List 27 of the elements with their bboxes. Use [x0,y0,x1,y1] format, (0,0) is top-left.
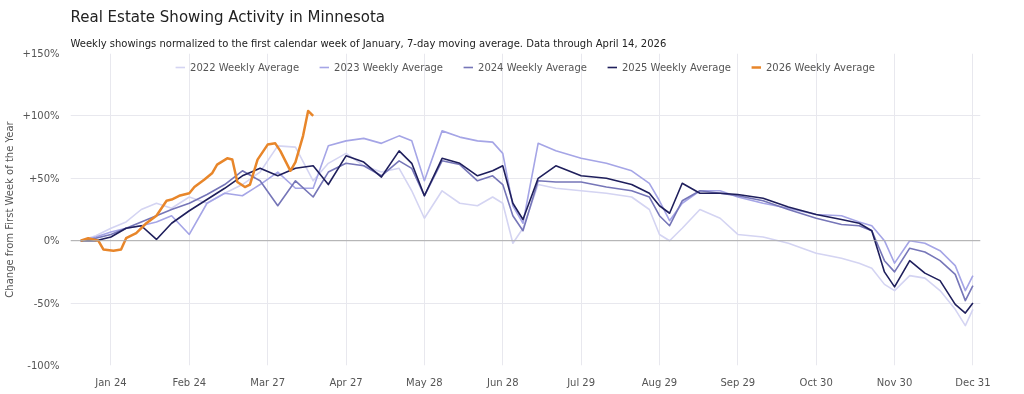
x-tick-label: Mar 27 [250,376,286,388]
x-tick-label: Apr 27 [329,376,363,388]
x-tick-label: Sep 29 [720,376,756,388]
line-series [79,109,315,252]
x-tick-label: May 28 [406,376,443,388]
x-tick-label: Jan 24 [94,376,127,388]
x-tick-label: Aug 29 [641,376,678,388]
chart-subtitle: Weekly showings normalized to the first calendar week of January, 7-day moving average. Data through April 14, 2026 [70,37,667,49]
y-tick-label: -50% [33,297,60,309]
x-tick-label: Nov 30 [876,376,913,388]
y-axis-title: Change from First Week of the Year [3,120,15,298]
legend-label: 2025 Weekly Average [621,61,731,73]
legend-label: 2023 Weekly Average [334,61,444,73]
y-tick-label: -100% [27,360,60,371]
x-tick-label: Oct 30 [799,376,833,388]
y-tick-label: 0% [43,235,60,247]
legend-label: 2022 Weekly Average [190,61,300,73]
y-tick-label: +50% [28,172,60,184]
y-tick-label: +100% [22,110,60,122]
y-tick-label: +150% [22,48,60,59]
legend-label: 2024 Weekly Average [478,61,587,73]
legend-label: 2026 Weekly Average [765,61,875,73]
x-tick-label: Jul 29 [566,376,596,388]
x-tick-label: Feb 24 [172,376,207,388]
chart-title: Real Estate Showing Activity in Minnesota [70,7,386,26]
x-tick-label: Jun 28 [485,376,519,388]
x-tick-label: Dec 31 [955,376,991,388]
